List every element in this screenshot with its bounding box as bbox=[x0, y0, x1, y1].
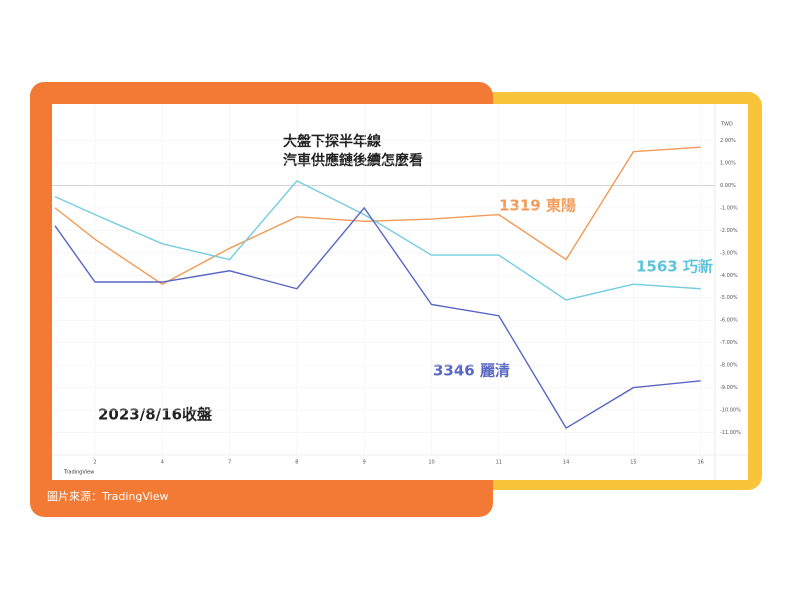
y-tick-label: -7.00% bbox=[720, 340, 738, 346]
annotation: 2023/8/16收盤 bbox=[98, 406, 213, 424]
y-tick-label: -11.00% bbox=[720, 430, 741, 436]
y-tick-label: -3.00% bbox=[720, 250, 738, 256]
x-tick-label: 16 bbox=[698, 460, 704, 466]
series-line bbox=[54, 206, 701, 430]
source: 圖片來源：TradingView bbox=[47, 489, 168, 503]
chart-title: 大盤下探半年線 bbox=[283, 133, 381, 150]
annotation: 1563 巧新 bbox=[636, 258, 713, 276]
annotation: 3346 麗清 bbox=[433, 362, 510, 380]
y-tick-label: -4.00% bbox=[720, 273, 738, 279]
y-tick-label: -9.00% bbox=[720, 385, 738, 391]
y-tick-label: -5.00% bbox=[720, 295, 738, 301]
y-tick-label: -8.00% bbox=[720, 363, 738, 369]
chart-panel bbox=[52, 104, 748, 480]
x-tick-label: 8 bbox=[295, 460, 298, 466]
y-tick-label: -6.00% bbox=[720, 318, 738, 324]
x-tick-label: 9 bbox=[363, 460, 366, 466]
annotation: 1319 東陽 bbox=[499, 197, 576, 215]
brand: TradingView bbox=[63, 470, 94, 476]
y-tick-label: -2.00% bbox=[720, 228, 738, 234]
y-tick-label: 2.00% bbox=[720, 138, 736, 144]
y-tick-label: -10.00% bbox=[720, 408, 741, 414]
x-tick-label: 15 bbox=[630, 460, 636, 466]
y-axis-label: TWD bbox=[720, 122, 733, 128]
x-tick-label: 2 bbox=[93, 460, 96, 466]
x-tick-label: 4 bbox=[161, 460, 164, 466]
chart-subtitle: 汽車供應鏈後續怎麼看 bbox=[283, 152, 423, 169]
y-tick-label: 0.00% bbox=[720, 183, 736, 189]
series-line bbox=[54, 146, 701, 286]
x-tick-label: 7 bbox=[228, 460, 231, 466]
y-tick-label: 1.00% bbox=[720, 160, 736, 166]
y-tick-label: -1.00% bbox=[720, 205, 738, 211]
series-line bbox=[54, 180, 701, 301]
x-tick-label: 14 bbox=[563, 460, 569, 466]
x-tick-label: 11 bbox=[496, 460, 502, 466]
x-tick-label: 10 bbox=[428, 460, 434, 466]
